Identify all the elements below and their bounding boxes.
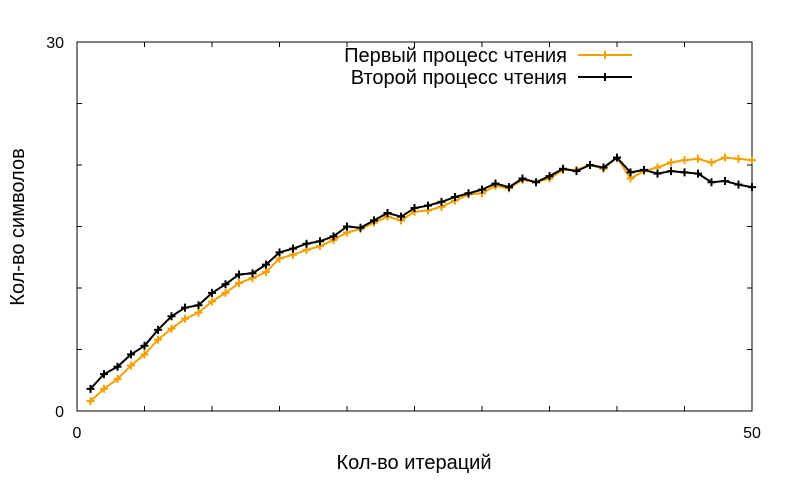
series-2-point (221, 280, 230, 289)
series-2-point (370, 216, 378, 225)
series-1-point (140, 350, 149, 359)
series-2-point (194, 301, 203, 310)
legend-label: Первый процесс чтения (344, 45, 567, 67)
series-1-point (154, 335, 162, 344)
series-2-point (424, 201, 432, 210)
series-1-point (194, 308, 203, 317)
series-2-point (653, 169, 662, 178)
series-2-point (518, 174, 527, 183)
series-2-point (316, 237, 324, 246)
series-1-point (221, 288, 230, 297)
series-1-line (89, 156, 753, 402)
series-2-point (113, 362, 122, 371)
series-1-point (721, 153, 729, 162)
series-2-point (626, 168, 635, 177)
series-2-point (437, 197, 446, 206)
y-tick-label: 30 (46, 35, 64, 52)
legend-label: Второй процесс чтения (351, 67, 567, 89)
series-1-point (167, 324, 176, 333)
legend-swatch-marker (601, 73, 609, 81)
series-layer (86, 153, 756, 406)
series-2-point (491, 179, 500, 188)
series-1 (86, 153, 756, 406)
series-2-point (451, 192, 459, 201)
series-1-point (680, 156, 689, 165)
series-2-point (383, 208, 392, 217)
series-1-point (113, 375, 122, 384)
series-2-point (397, 212, 405, 221)
series-2-point (289, 244, 297, 253)
series-1-point (734, 154, 743, 163)
x-axis-label: Кол-во итераций (336, 452, 491, 474)
series-2-point (275, 248, 284, 257)
series-2-point (734, 180, 743, 189)
series-2 (86, 153, 756, 393)
series-2-point (181, 303, 189, 312)
series-2-point (154, 325, 162, 334)
series-1-point (208, 297, 216, 306)
series-2-point (464, 189, 473, 198)
tick-labels: 0 50 0 30 (46, 35, 761, 442)
series-2-point (410, 204, 419, 213)
x-tick-label: 0 (73, 425, 82, 442)
legend-swatch-marker (601, 51, 609, 59)
series-2-point (356, 223, 365, 232)
plot-frame (76, 41, 753, 412)
series-2-line (89, 156, 753, 390)
series-2-point (559, 164, 567, 173)
series-1-point (100, 384, 108, 393)
series-2-point (680, 168, 689, 177)
series-1-point (235, 279, 243, 288)
series-1-point (667, 158, 675, 167)
series-2-point (262, 260, 270, 269)
series-1-point (262, 268, 270, 277)
series-2-point (667, 167, 675, 176)
series-2-point (505, 183, 513, 192)
series-2-point (127, 350, 135, 359)
series-2-point (235, 270, 243, 279)
series-2-point (86, 384, 95, 393)
series-2-point (586, 161, 594, 169)
x-tick-label: 50 (743, 425, 761, 442)
series-2-point (545, 172, 554, 181)
series-2-point (572, 167, 581, 176)
series-1-point (707, 158, 716, 167)
y-axis-label: Кол-во символов (7, 148, 29, 305)
series-1-point (127, 361, 135, 370)
series-2-point (167, 312, 176, 321)
series-2-point (640, 165, 648, 174)
series-1-point (694, 154, 702, 163)
series-2-point (532, 178, 540, 187)
series-2-point (248, 269, 257, 278)
series-1-point (86, 397, 95, 406)
series-2-point (478, 185, 486, 194)
y-tick-label: 0 (55, 404, 64, 421)
series-1-point (181, 314, 189, 323)
series-2-point (302, 239, 311, 248)
series-2-point (599, 163, 608, 172)
series-2-point (748, 183, 756, 192)
series-2-point (100, 370, 108, 379)
series-2-point (329, 232, 338, 241)
series-2-point (613, 153, 621, 162)
series-2-point (343, 222, 351, 231)
axis-ticks (76, 41, 753, 412)
series-2-point (208, 288, 216, 297)
series-2-point (707, 178, 716, 187)
series-2-point (721, 176, 729, 185)
series-2-point (694, 169, 702, 178)
series-1-point (748, 156, 756, 165)
series-2-point (140, 341, 149, 350)
